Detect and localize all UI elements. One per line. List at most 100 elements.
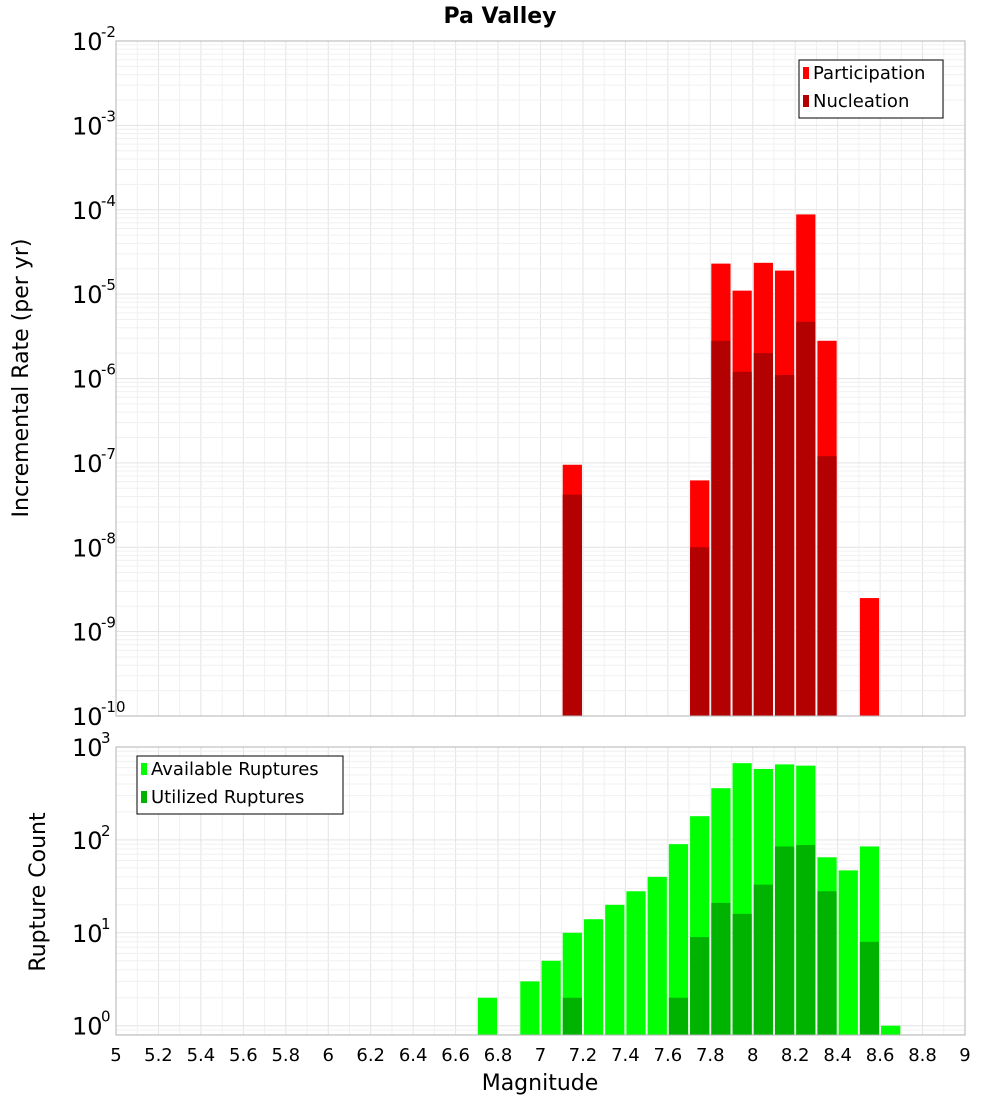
bar xyxy=(732,913,752,1035)
x-tick-label: 7.8 xyxy=(696,1045,725,1066)
bar xyxy=(817,456,837,716)
gridlines xyxy=(115,41,966,717)
y-tick-label: 10 xyxy=(72,734,103,762)
legend-label: Participation xyxy=(813,63,925,84)
bar xyxy=(520,981,540,1035)
x-tick-label: 8.8 xyxy=(908,1045,937,1066)
x-tick-label: 6.2 xyxy=(356,1045,385,1066)
bottom-y-axis-label: Rupture Count xyxy=(26,812,51,972)
x-tick-label: 6 xyxy=(323,1045,334,1066)
x-tick-label: 7.4 xyxy=(611,1045,640,1066)
x-tick-label: 5.4 xyxy=(187,1045,216,1066)
legend-swatch xyxy=(141,791,147,803)
x-tick-label: 9 xyxy=(959,1045,970,1066)
x-tick-label: 8.4 xyxy=(823,1045,852,1066)
bar xyxy=(605,904,625,1035)
chart-title: Pa Valley xyxy=(443,4,556,29)
y-tick-label: 10 xyxy=(72,28,103,56)
x-axis-label: Magnitude xyxy=(482,1071,599,1096)
y-tick-exponent: -6 xyxy=(101,361,116,379)
bar xyxy=(562,997,582,1035)
bar xyxy=(817,891,837,1035)
x-tick-label: 5 xyxy=(110,1045,121,1066)
y-tick-label: 10 xyxy=(72,827,103,855)
bar xyxy=(541,960,561,1035)
legend-label: Utilized Ruptures xyxy=(151,787,304,808)
y-tick-exponent: -9 xyxy=(101,614,116,632)
y-tick-label: 10 xyxy=(72,112,103,140)
y-tick-exponent: -7 xyxy=(101,445,116,463)
y-tick-label: 10 xyxy=(72,281,103,309)
legend-swatch xyxy=(803,67,809,79)
bar xyxy=(796,845,816,1035)
bar xyxy=(711,902,731,1035)
bar xyxy=(796,321,816,716)
x-tick-label: 7.6 xyxy=(654,1045,683,1066)
y-tick-exponent: -10 xyxy=(101,698,126,716)
y-tick-exponent: -5 xyxy=(101,276,116,294)
legend-label: Nucleation xyxy=(813,91,909,112)
legend-swatch xyxy=(141,763,147,775)
series-nucleation xyxy=(562,321,837,716)
y-tick-label: 10 xyxy=(72,450,103,478)
x-tick-label: 5.8 xyxy=(271,1045,300,1066)
y-tick-label: 10 xyxy=(72,366,103,394)
bar xyxy=(774,375,795,716)
bar xyxy=(753,884,773,1035)
legend-swatch xyxy=(803,95,809,107)
legend-box xyxy=(136,755,344,815)
bar xyxy=(668,844,689,1035)
legend: Participation Nucleation xyxy=(798,59,944,119)
y-tick-exponent: -2 xyxy=(101,23,116,41)
y-tick-exponent: 3 xyxy=(101,729,111,747)
x-tick-labels: 5 5.2 5.4 5.6 5.8 6 6.2 6.4 6.6 6.8 7 7.2 7.4 7.6 7.8 8… xyxy=(110,1045,970,1066)
y-tick-label: 10 xyxy=(72,197,103,225)
x-tick-label: 6.8 xyxy=(484,1045,513,1066)
bar xyxy=(753,353,773,716)
plot-frame xyxy=(115,746,966,1036)
plot-frame xyxy=(115,40,966,717)
y-tick-label: 10 xyxy=(72,703,103,731)
bar xyxy=(647,876,667,1035)
x-tick-label: 6.6 xyxy=(441,1045,470,1066)
y-tick-exponent: -3 xyxy=(101,107,116,125)
y-tick-label: 10 xyxy=(72,1013,103,1041)
y-tick-label: 10 xyxy=(72,920,103,948)
bar xyxy=(690,937,710,1035)
x-tick-label: 7 xyxy=(535,1045,546,1066)
bar xyxy=(583,919,604,1035)
bar xyxy=(477,997,498,1035)
series-utilized-ruptures xyxy=(562,845,880,1035)
y-tick-exponent: 2 xyxy=(101,822,111,840)
x-tick-label: 8.2 xyxy=(781,1045,810,1066)
bar xyxy=(626,891,646,1035)
x-tick-label: 7.2 xyxy=(569,1045,598,1066)
y-tick-exponent: -4 xyxy=(101,192,116,210)
top-y-axis-label: Incremental Rate (per yr) xyxy=(9,239,34,518)
bar xyxy=(562,494,582,716)
y-tick-exponent: 0 xyxy=(101,1008,111,1026)
x-tick-label: 8.6 xyxy=(866,1045,895,1066)
x-tick-label: 5.6 xyxy=(229,1045,258,1066)
x-tick-label: 6.4 xyxy=(399,1045,428,1066)
legend-box xyxy=(798,59,944,119)
bar xyxy=(859,598,880,716)
rate-panel: 10-1010-910-810-710-610-510-410-310-2Par… xyxy=(72,23,966,731)
bar xyxy=(668,997,689,1035)
legend: Available Ruptures Utilized Ruptures xyxy=(136,755,344,815)
y-tick-exponent: -8 xyxy=(101,529,116,547)
bar xyxy=(690,547,710,716)
x-tick-label: 5.2 xyxy=(144,1045,173,1066)
y-tick-exponent: 1 xyxy=(101,915,111,933)
bar xyxy=(774,846,795,1035)
y-tick-label: 10 xyxy=(72,619,103,647)
bar xyxy=(859,941,880,1035)
bar xyxy=(838,870,858,1035)
legend-label: Available Ruptures xyxy=(151,759,319,780)
bar xyxy=(711,340,731,716)
bar xyxy=(732,371,752,716)
